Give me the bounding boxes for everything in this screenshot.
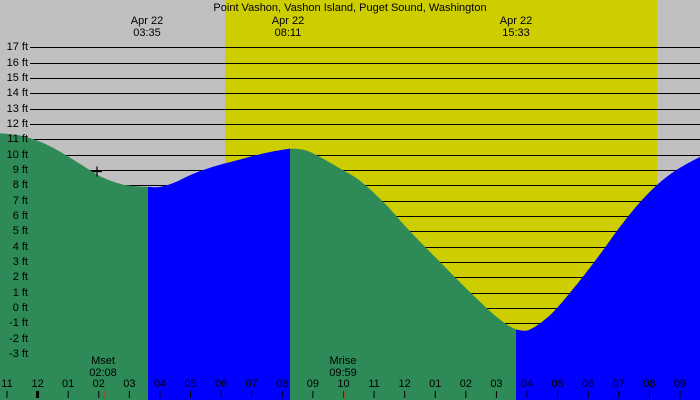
- hour-label: 03: [123, 378, 136, 390]
- hour-label: 02: [92, 378, 105, 390]
- midnight-tick: [36, 391, 40, 398]
- y-axis-label: 13 ft: [6, 103, 28, 115]
- tide-event-time: 08:11: [274, 27, 302, 39]
- hour-tick: [526, 391, 528, 398]
- hour-label: 04: [520, 378, 534, 390]
- y-axis-label: 1 ft: [12, 287, 28, 299]
- hour-tick: [67, 391, 69, 398]
- moon-event-time: 02:08: [89, 367, 117, 379]
- moonset-tick: [103, 391, 105, 398]
- y-axis-label: 0 ft: [12, 302, 28, 314]
- hour-label: 05: [184, 378, 197, 390]
- hour-label: 07: [612, 378, 625, 390]
- chart-title: Point Vashon, Vashon Island, Puget Sound…: [213, 2, 487, 14]
- hour-tick: [648, 391, 650, 398]
- hour-tick: [618, 391, 620, 398]
- hour-tick: [251, 391, 253, 398]
- tide-area-flood: [516, 157, 700, 400]
- y-axis-label: 2 ft: [12, 271, 28, 283]
- hour-tick: [6, 391, 8, 398]
- hour-tick: [404, 391, 406, 398]
- hour-label: 07: [245, 378, 258, 390]
- hour-tick: [159, 391, 161, 398]
- y-axis-label: 12 ft: [6, 118, 28, 130]
- y-axis-label: 5 ft: [12, 225, 28, 237]
- hour-tick: [98, 391, 100, 398]
- hour-tick: [373, 391, 375, 398]
- hour-tick: [587, 391, 589, 398]
- y-axis-label: 3 ft: [12, 256, 28, 268]
- hour-tick: [220, 391, 222, 398]
- hour-tick: [342, 391, 344, 398]
- y-axis-label: -3 ft: [9, 348, 28, 360]
- hour-label: 09: [673, 378, 687, 390]
- moonrise-tick: [343, 391, 345, 398]
- hour-label: 08: [643, 378, 656, 390]
- tide-event-time: 15:33: [502, 27, 530, 39]
- y-axis-label: 15 ft: [6, 72, 28, 84]
- hour-label: 03: [490, 378, 503, 390]
- y-axis-label: 17 ft: [6, 41, 28, 53]
- tide-event-date: Apr 22: [271, 15, 305, 27]
- y-axis-label: -2 ft: [9, 333, 28, 345]
- hour-tick: [434, 391, 436, 398]
- tide-event-date: Apr 22: [130, 15, 164, 27]
- hour-tick: [312, 391, 314, 398]
- y-axis-label: 16 ft: [6, 57, 28, 69]
- hour-tick: [495, 391, 497, 398]
- hour-label: 06: [582, 378, 595, 390]
- tide-area-ebb: [290, 148, 516, 400]
- hour-tick: [281, 391, 283, 398]
- hour-label: 11: [1, 378, 13, 390]
- hour-label: 08: [276, 378, 289, 390]
- tide-event-time: 03:35: [133, 27, 161, 39]
- moonrise-label: Mrise: [329, 355, 357, 367]
- y-axis-label: 8 ft: [12, 179, 28, 191]
- hour-label: 06: [215, 378, 228, 390]
- hour-label: 10: [337, 378, 350, 390]
- hour-label: 02: [459, 378, 472, 390]
- moon-event-time: 09:59: [329, 367, 357, 379]
- y-axis-label: -1 ft: [9, 317, 28, 329]
- y-axis-label: 6 ft: [12, 210, 28, 222]
- y-axis-label: 7 ft: [12, 195, 28, 207]
- tide-area-ebb: [0, 133, 148, 400]
- hour-label: 01: [429, 378, 442, 390]
- y-axis-label: 9 ft: [12, 164, 28, 176]
- hour-label: 05: [551, 378, 564, 390]
- hour-tick: [557, 391, 559, 398]
- hour-label: 09: [306, 378, 320, 390]
- hour-label: 04: [153, 378, 167, 390]
- y-axis-label: 11 ft: [7, 133, 28, 145]
- y-axis-label: 10 ft: [6, 149, 28, 161]
- hour-tick: [679, 391, 681, 398]
- y-axis-label: 4 ft: [12, 241, 28, 253]
- hour-label: 11: [368, 378, 380, 390]
- hour-tick: [465, 391, 467, 398]
- hour-tick: [128, 391, 130, 398]
- hour-tick: [190, 391, 192, 398]
- y-axis-label: 14 ft: [6, 87, 28, 99]
- hour-label: 01: [62, 378, 75, 390]
- tide-event-date: Apr 22: [499, 15, 533, 27]
- moonset-label: Mset: [91, 355, 115, 367]
- hour-label: 12: [31, 378, 44, 390]
- tide-area-flood: [148, 148, 290, 400]
- hour-label: 12: [398, 378, 411, 390]
